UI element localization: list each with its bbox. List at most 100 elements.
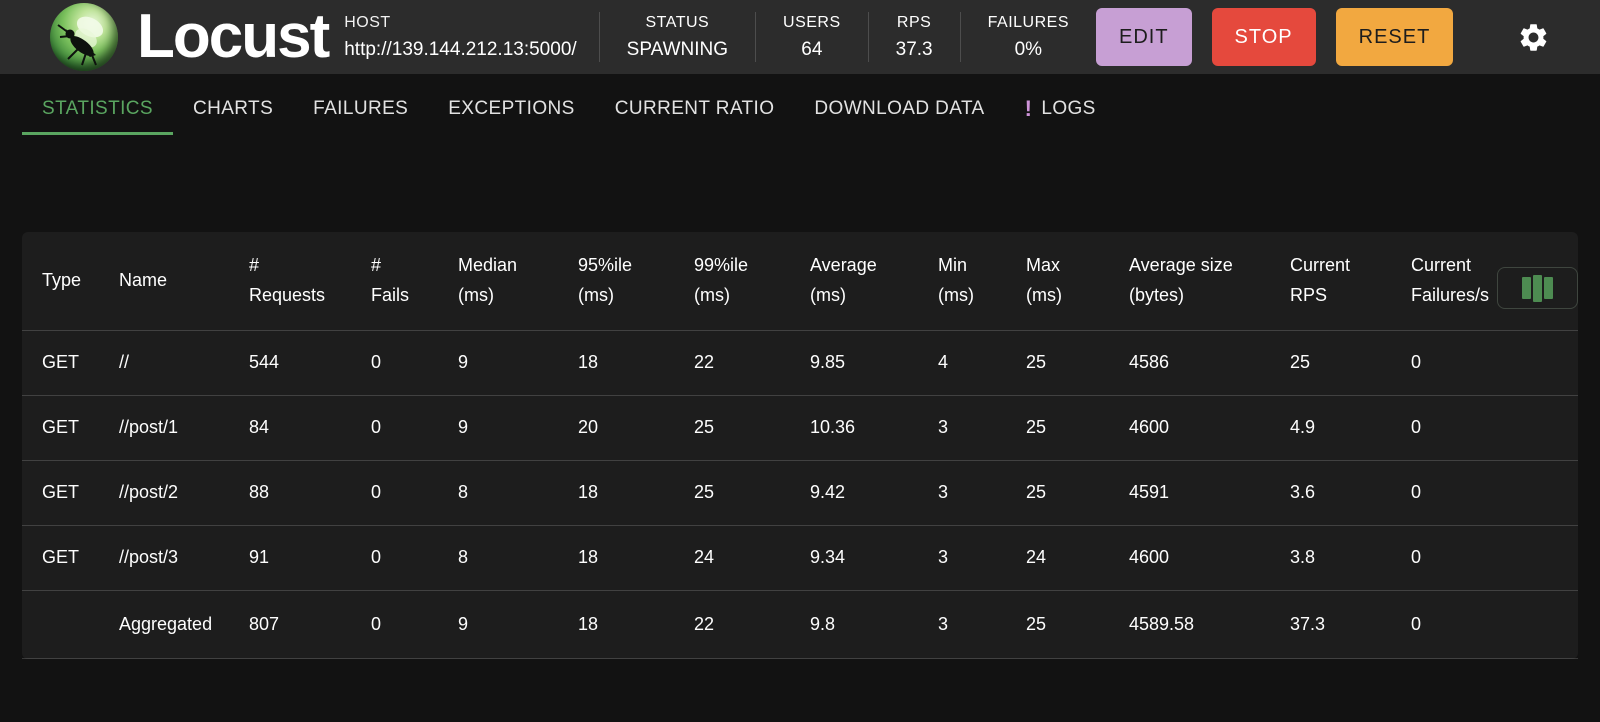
- stats-group: STATUS SPAWNING USERS 64 RPS 37.3 FAILURES 0%: [598, 12, 1096, 62]
- stat-rps: RPS 37.3: [867, 12, 960, 62]
- column-header[interactable]: Type: [22, 232, 99, 331]
- tab-current-ratio[interactable]: CURRENT RATIO: [595, 86, 795, 135]
- table-cell: 9.42: [790, 460, 918, 526]
- view-columns-icon: [1522, 274, 1553, 302]
- table-cell: 25: [1006, 330, 1109, 396]
- stat-label: STATUS: [645, 13, 710, 31]
- column-header[interactable]: Min (ms): [918, 232, 1006, 331]
- stat-value: SPAWNING: [626, 38, 729, 60]
- table-cell: 91: [229, 525, 351, 591]
- logs-notification-badge: !: [1024, 96, 1033, 121]
- tab-logs[interactable]: ! LOGS: [1005, 86, 1116, 135]
- table-cell: 24: [1006, 525, 1109, 591]
- table-cell: 4600: [1109, 525, 1270, 591]
- app-title: Locust: [137, 2, 330, 71]
- table-cell: 9.85: [790, 330, 918, 396]
- settings-button[interactable]: [1517, 21, 1550, 54]
- table-cell: 18: [558, 525, 674, 591]
- table-cell: 544: [229, 330, 351, 396]
- table-cell: 0: [1391, 590, 1578, 659]
- table-cell: 37.3: [1270, 590, 1391, 659]
- table-cell: 807: [229, 590, 351, 659]
- tab-label: DOWNLOAD DATA: [814, 98, 985, 119]
- tab-charts[interactable]: CHARTS: [173, 86, 293, 135]
- column-header[interactable]: Name: [99, 232, 229, 331]
- table-row: GET//post/3 91 0 8 18 24 9.34 3 24 4600 3.8 0: [22, 525, 1578, 591]
- column-selector-button[interactable]: [1497, 267, 1578, 309]
- column-header[interactable]: Average (ms): [790, 232, 918, 331]
- table-cell: 9: [438, 395, 558, 461]
- stat-label: USERS: [783, 13, 841, 31]
- main-content: Type Name # Requests # Fails Median (ms) 95%i…: [0, 232, 1600, 659]
- host-url: http://139.144.212.13:5000/: [344, 38, 577, 60]
- table-row: GET//544 0 9 18 22 9.85 4 25 4586 25 0: [22, 330, 1578, 396]
- table-row: GET//post/2 88 0 8 18 25 9.42 3 25 4591 3.6 0: [22, 460, 1578, 526]
- table-cell: 84: [229, 395, 351, 461]
- table-cell: 9: [438, 590, 558, 659]
- table-cell: 25: [1270, 330, 1391, 396]
- tab-download-data[interactable]: DOWNLOAD DATA: [794, 86, 1004, 135]
- table-cell: [22, 590, 99, 659]
- table-cell: //: [99, 330, 229, 396]
- tab-label: FAILURES: [313, 98, 409, 119]
- table-cell: 0: [351, 460, 438, 526]
- table-cell: 22: [674, 330, 790, 396]
- table-cell: GET: [22, 330, 99, 396]
- table-cell: //post/3: [99, 525, 229, 591]
- table-cell: 0: [1391, 460, 1578, 526]
- table-cell: 4: [918, 330, 1006, 396]
- stat-failures: FAILURES 0%: [959, 12, 1096, 62]
- stat-status: STATUS SPAWNING: [598, 12, 755, 62]
- table-cell: 4600: [1109, 395, 1270, 461]
- column-header[interactable]: 95%ile (ms): [558, 232, 674, 331]
- table-cell: 0: [351, 590, 438, 659]
- table-cell: 24: [674, 525, 790, 591]
- column-header[interactable]: Max (ms): [1006, 232, 1109, 331]
- tab-label: CURRENT RATIO: [614, 98, 775, 119]
- table-cell: 3.6: [1270, 460, 1391, 526]
- table-cell: 0: [351, 330, 438, 396]
- stat-value: 0%: [1014, 38, 1043, 60]
- statistics-table-container: Type Name # Requests # Fails Median (ms) 95%i…: [22, 232, 1578, 659]
- table-row: GET//post/1 84 0 9 20 25 10.36 3 25 4600 4.9 0: [22, 395, 1578, 461]
- tab-label: EXCEPTIONS: [448, 98, 575, 119]
- statistics-table: Type Name # Requests # Fails Median (ms) 95%i…: [22, 232, 1578, 659]
- stat-users: USERS 64: [755, 12, 868, 62]
- table-cell: 3: [918, 460, 1006, 526]
- table-cell: 0: [1391, 395, 1578, 461]
- table-cell: 25: [1006, 395, 1109, 461]
- table-cell: 0: [1391, 525, 1578, 591]
- tab-exceptions[interactable]: EXCEPTIONS: [428, 86, 594, 135]
- table-cell: 3: [918, 590, 1006, 659]
- table-cell: Aggregated: [99, 590, 229, 659]
- stop-button[interactable]: STOP: [1211, 8, 1316, 66]
- table-cell: 4589.58: [1109, 590, 1270, 659]
- table-cell: 9.34: [790, 525, 918, 591]
- table-cell: 25: [674, 460, 790, 526]
- table-cell: 3.8: [1270, 525, 1391, 591]
- table-cell: 4586: [1109, 330, 1270, 396]
- column-header[interactable]: Average size (bytes): [1109, 232, 1270, 331]
- column-header[interactable]: 99%ile (ms): [674, 232, 790, 331]
- table-cell: 25: [1006, 460, 1109, 526]
- table-cell: 22: [674, 590, 790, 659]
- table-cell: 4591: [1109, 460, 1270, 526]
- column-header[interactable]: # Fails: [351, 232, 438, 331]
- reset-button[interactable]: RESET: [1335, 8, 1454, 66]
- locust-insect-icon: [57, 16, 104, 66]
- table-cell: 0: [351, 395, 438, 461]
- table-header-row: Type Name # Requests # Fails Median (ms) 95%i…: [22, 232, 1578, 331]
- table-cell: 18: [558, 590, 674, 659]
- column-header[interactable]: Current RPS: [1270, 232, 1391, 331]
- edit-button[interactable]: EDIT: [1095, 8, 1192, 66]
- table-cell: 25: [1006, 590, 1109, 659]
- tab-label: CHARTS: [192, 98, 274, 119]
- column-header[interactable]: # Requests: [229, 232, 351, 331]
- table-cell: 8: [438, 460, 558, 526]
- app-header: Locust HOST http://139.144.212.13:5000/ …: [0, 0, 1600, 74]
- column-header[interactable]: Median (ms): [438, 232, 558, 331]
- tab-statistics[interactable]: STATISTICS: [22, 86, 173, 135]
- table-cell: 8: [438, 525, 558, 591]
- table-cell: GET: [22, 460, 99, 526]
- tab-failures[interactable]: FAILURES: [293, 86, 428, 135]
